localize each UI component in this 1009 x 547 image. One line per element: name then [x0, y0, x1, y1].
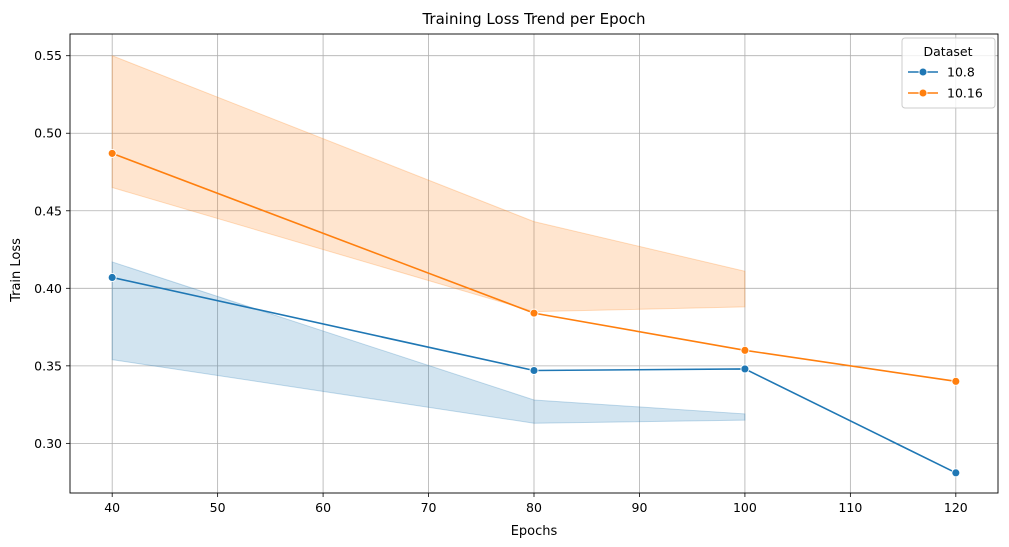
y-tick-label: 0.45 [34, 203, 62, 218]
data-point [107, 148, 117, 158]
x-tick-label: 110 [838, 500, 862, 515]
x-tick-label: 50 [210, 500, 226, 515]
chart-title: Training Loss Trend per Epoch [421, 10, 645, 28]
series-points [107, 148, 961, 478]
x-tick-label: 100 [733, 500, 757, 515]
data-point [529, 308, 539, 318]
axis-ticks: 40 50 60 70 80 90 100 110 120 0.30 0.35 0.40 0.45 0.5… [34, 48, 968, 515]
x-tick-label: 90 [632, 500, 648, 515]
x-tick-label: 40 [104, 500, 120, 515]
legend-title: Dataset [924, 44, 973, 59]
y-tick-label: 0.55 [34, 48, 62, 63]
legend: Dataset 10.8 10.16 [901, 37, 996, 109]
x-tick-label: 120 [944, 500, 968, 515]
y-tick-label: 0.40 [34, 281, 62, 296]
x-tick-label: 60 [315, 500, 331, 515]
series-lines [111, 152, 957, 474]
series-line-1 [112, 276, 957, 474]
x-tick-label: 80 [526, 500, 542, 515]
data-point [951, 376, 961, 386]
data-point [740, 364, 750, 374]
confidence-band-2 [111, 54, 746, 313]
series-line-2 [111, 152, 956, 383]
data-point [529, 366, 539, 375]
y-tick-label: 0.50 [34, 126, 62, 141]
legend-marker [918, 88, 928, 98]
y-tick-label: 0.35 [34, 358, 62, 373]
data-point [740, 345, 750, 355]
legend-label: 10.8 [947, 65, 975, 80]
legend-items: 10.8 10.16 [908, 65, 983, 101]
y-axis-title: Train Loss [9, 238, 24, 303]
x-tick-label: 70 [421, 500, 437, 515]
data-point [107, 273, 117, 282]
confidence-band-1 [111, 261, 746, 424]
confidence-bands [111, 54, 746, 424]
y-tick-label: 0.30 [34, 436, 62, 451]
grid [70, 34, 998, 493]
legend-label: 10.16 [947, 86, 983, 101]
x-axis-title: Epochs [511, 524, 558, 539]
legend-marker [918, 67, 928, 77]
data-point [951, 468, 961, 478]
